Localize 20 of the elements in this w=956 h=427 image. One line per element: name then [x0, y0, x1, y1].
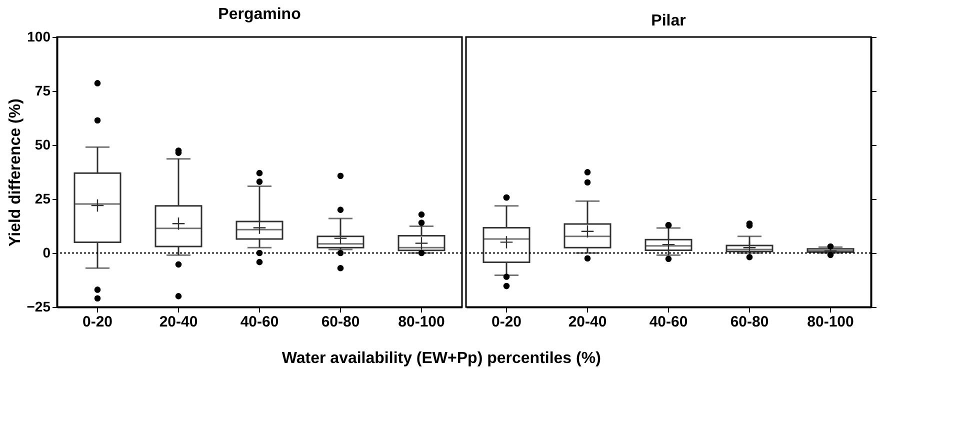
y-tick-label: 0 [42, 244, 51, 260]
y-axis-title: Yield difference (%) [6, 98, 24, 246]
y-tick-label: 50 [34, 136, 51, 152]
y-tick-label: −25 [26, 298, 51, 314]
x-tick-label: 60-80 [321, 314, 360, 330]
x-axis-title: Water availability (EW+Pp) percentiles (%) [282, 350, 601, 367]
y-tick-label: 75 [34, 82, 51, 98]
x-tick-label: 80-100 [807, 314, 854, 330]
x-tick-label: 0-20 [491, 314, 522, 330]
x-tick-label: 60-80 [730, 314, 769, 330]
chart-title: Pilar [651, 12, 686, 30]
x-tick-label: 0-20 [82, 314, 113, 330]
chart-title: Pergamino [218, 6, 302, 23]
x-tick-label: 40-60 [240, 314, 279, 330]
x-tick-label: 80-100 [398, 314, 445, 330]
x-tick-label: 20-40 [568, 314, 607, 330]
x-tick-label: 20-40 [159, 314, 198, 330]
x-tick-label: 40-60 [649, 314, 688, 330]
y-tick-label: 25 [34, 190, 51, 206]
y-tick-label: 100 [27, 28, 51, 44]
